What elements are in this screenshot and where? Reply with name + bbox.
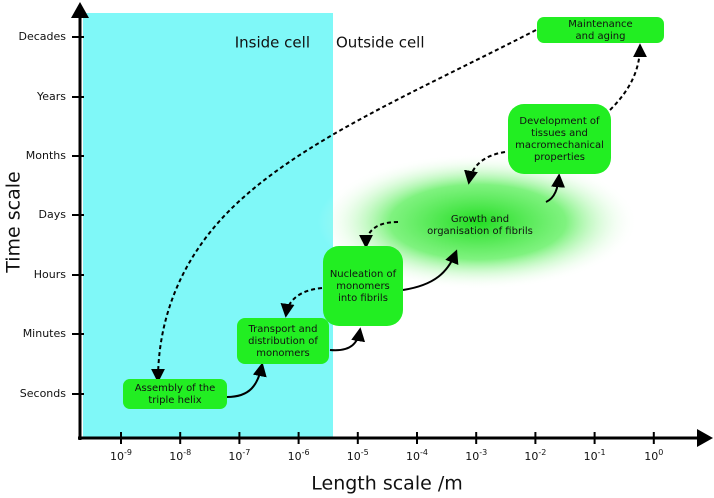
x-tick-label: 10-5	[347, 448, 369, 464]
y-tick-label: Years	[36, 90, 66, 103]
tick-base: 10	[169, 450, 183, 463]
node-box	[508, 104, 611, 174]
node-label: tissues and	[531, 128, 588, 139]
inside-cell-region	[83, 13, 333, 438]
arrow	[402, 249, 459, 291]
tick-exponent: 0	[658, 448, 663, 457]
x-axis-label: Length scale /m	[311, 473, 462, 495]
node-label: into fibrils	[338, 293, 388, 304]
tick-exponent: -1	[598, 448, 606, 457]
node-label: Transport and	[248, 324, 318, 335]
tick-base: 10	[406, 450, 420, 463]
node-box	[123, 379, 227, 409]
node-label: Growth and	[451, 214, 509, 225]
dashed-arrow	[280, 287, 323, 318]
tick-base: 10	[347, 450, 361, 463]
y-axis-arrow	[71, 2, 89, 18]
tick-base: 10	[524, 450, 538, 463]
tick-base: 10	[465, 450, 479, 463]
node-label: distribution of	[248, 336, 318, 347]
node-box	[323, 246, 403, 326]
tick-exponent: -6	[302, 448, 310, 457]
tick-exponent: -9	[124, 448, 132, 457]
y-axis-label: Time scale	[3, 171, 25, 274]
node-box	[537, 17, 664, 43]
node-box	[237, 318, 329, 364]
tick-exponent: -7	[242, 448, 250, 457]
tick-exponent: -4	[420, 448, 428, 457]
node-label: macromechanical	[515, 140, 604, 151]
tick-base: 10	[644, 450, 658, 463]
region-label: Outside cell	[336, 34, 425, 52]
node-label: Development of	[519, 116, 600, 127]
arrow	[329, 327, 366, 352]
x-tick-label: 10-6	[288, 448, 310, 464]
node-label: and aging	[576, 31, 626, 42]
x-tick-label: 10-8	[169, 448, 191, 464]
x-axis-arrow	[697, 429, 713, 447]
tick-base: 10	[110, 450, 124, 463]
x-tick-label: 10-7	[228, 448, 250, 464]
tick-exponent: -2	[538, 448, 546, 457]
tick-exponent: -5	[361, 448, 369, 457]
node-label: monomers	[336, 281, 390, 292]
y-tick-label: Hours	[34, 268, 66, 281]
x-tick-label: 10-3	[465, 448, 487, 464]
arrow	[545, 173, 566, 203]
arrow	[226, 362, 267, 398]
node-label: organisation of fibrils	[427, 226, 533, 237]
y-tick-label: Decades	[18, 30, 66, 43]
tick-base: 10	[584, 450, 598, 463]
dashed-arrow	[151, 29, 537, 383]
x-tick-label: 10-9	[110, 448, 132, 464]
y-tick-label: Minutes	[23, 327, 67, 340]
tick-exponent: -3	[479, 448, 487, 457]
x-tick-label: 100	[644, 448, 663, 464]
x-tick-label: 10-4	[406, 448, 428, 464]
node-label: properties	[534, 152, 585, 163]
dashed-arrow	[359, 221, 399, 249]
node-label: Assembly of the	[135, 383, 216, 394]
node-label: Maintenance	[568, 19, 632, 30]
x-tick-label: 10-1	[584, 448, 606, 464]
x-tick-label: 10-2	[524, 448, 546, 464]
y-tick-label: Months	[26, 149, 66, 162]
y-tick-label: Seconds	[20, 387, 66, 400]
y-tick-label: Days	[39, 208, 67, 221]
tick-base: 10	[228, 450, 242, 463]
node-label: Nucleation of	[330, 269, 397, 280]
tick-base: 10	[288, 450, 302, 463]
node-label: triple helix	[148, 395, 201, 406]
region-label: Inside cell	[235, 34, 310, 52]
dashed-arrow	[609, 43, 647, 111]
tick-exponent: -8	[183, 448, 191, 457]
node-label: monomers	[256, 348, 310, 359]
